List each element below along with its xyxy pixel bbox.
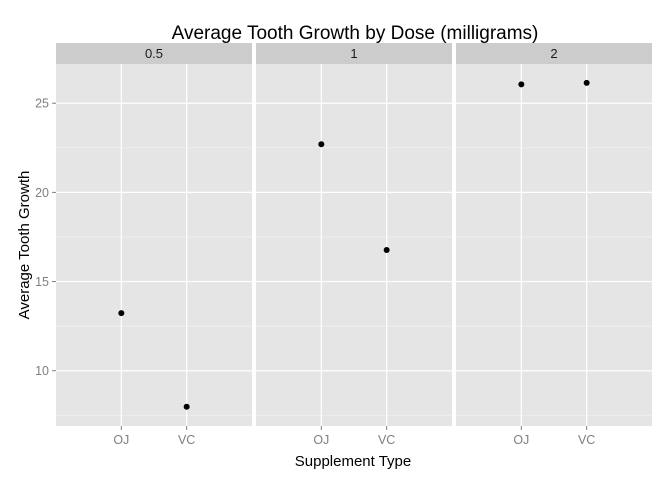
x-tick-label: VC: [178, 433, 195, 447]
x-tick-label: OJ: [313, 433, 329, 447]
facet-strip: [456, 43, 652, 64]
data-point: [383, 246, 390, 253]
x-tick-label: OJ: [113, 433, 129, 447]
facet-strip-label: 1: [350, 46, 357, 61]
y-axis: 10 15 20 25: [35, 97, 56, 378]
y-tick-label: 10: [35, 364, 49, 378]
panel-background: [456, 64, 652, 426]
facet-panel: 1 OJ VC: [256, 43, 452, 447]
panel-background: [256, 64, 452, 426]
y-tick-label: 20: [35, 186, 49, 200]
x-tick-label: VC: [378, 433, 395, 447]
facet-panels: 0.5 OJ VC 1 OJ VC 2 OJ VC: [56, 43, 652, 447]
facet-panel: 2 OJ VC: [456, 43, 652, 447]
x-tick-label: OJ: [513, 433, 529, 447]
data-point: [583, 79, 590, 86]
x-tick-label: VC: [578, 433, 595, 447]
facet-strip: [256, 43, 452, 64]
facet-panel: 0.5 OJ VC: [56, 43, 252, 447]
y-axis-title: Average Tooth Growth: [16, 171, 33, 320]
data-point: [318, 141, 325, 148]
data-point: [518, 81, 525, 88]
facet-strip: [56, 43, 252, 64]
data-point: [183, 403, 190, 410]
panel-background: [56, 64, 252, 426]
x-axis-title: Supplement Type: [295, 453, 411, 470]
y-tick-label: 25: [35, 97, 49, 111]
facet-strip-label: 0.5: [145, 46, 163, 61]
y-tick-label: 15: [35, 275, 49, 289]
chart-title: Average Tooth Growth by Dose (milligrams…: [172, 23, 539, 44]
data-point: [118, 310, 125, 317]
facet-strip-label: 2: [550, 46, 557, 61]
